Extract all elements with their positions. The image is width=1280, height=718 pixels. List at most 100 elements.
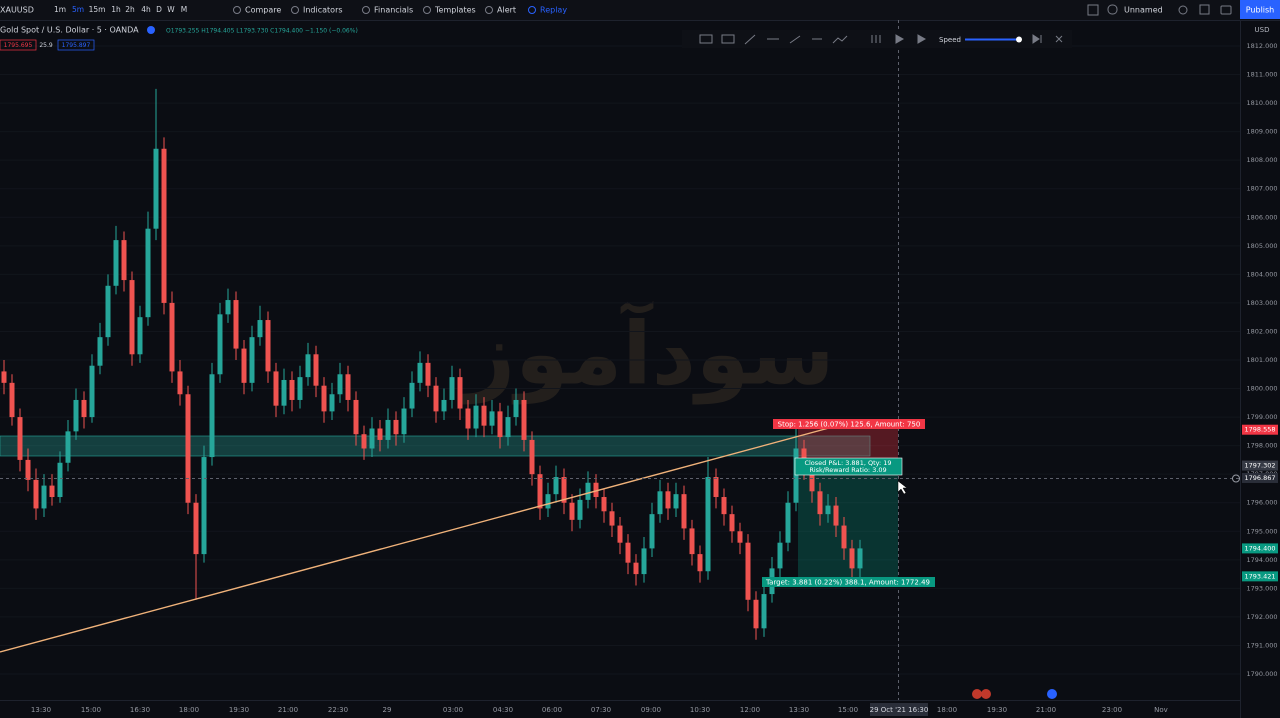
price-label: 1810.000 — [1246, 99, 1277, 107]
time-label: 29 — [383, 706, 392, 714]
candle-body — [73, 399, 79, 432]
interval-button[interactable]: D — [156, 5, 162, 14]
interval-button[interactable]: M — [181, 5, 187, 14]
sell-price: 1795.695 — [4, 42, 33, 49]
price-tag — [1242, 424, 1278, 435]
time-label: 10:30 — [690, 706, 710, 714]
candle-body — [25, 459, 31, 480]
time-label: 22:30 — [328, 706, 348, 714]
price-label: 1809.000 — [1246, 128, 1277, 136]
candle-body — [113, 240, 119, 286]
price-label: 1796.000 — [1246, 499, 1277, 507]
candle-body — [849, 548, 855, 569]
candle-body — [17, 417, 23, 460]
candle-body — [833, 505, 839, 526]
candle-body — [809, 468, 815, 492]
price-tag — [1242, 543, 1278, 554]
price-label: 1806.000 — [1246, 213, 1277, 221]
settings-icon[interactable] — [1178, 5, 1188, 15]
price-tag-label: 1794.400 — [1244, 544, 1275, 552]
trend-line[interactable] — [0, 424, 841, 653]
price-label: 1798.000 — [1246, 442, 1277, 450]
time-label: 19:30 — [229, 706, 249, 714]
price-label: 1805.000 — [1246, 242, 1277, 250]
price-axis: 1812.000 1811.000 1810.000 1809.000 1808.000… — [1232, 42, 1278, 678]
event-icon[interactable] — [1047, 689, 1057, 699]
price-label: 1807.000 — [1246, 185, 1277, 193]
price-label: 1794.000 — [1246, 556, 1277, 564]
candle-body — [225, 300, 231, 315]
stop-label-box — [773, 419, 925, 429]
support-zone[interactable] — [0, 435, 871, 457]
price-label: 1800.000 — [1246, 385, 1277, 393]
legend-icon — [147, 26, 155, 34]
candle-body — [161, 148, 167, 303]
candle-body — [129, 280, 135, 355]
time-label: 21:00 — [278, 706, 298, 714]
snapshot-icon[interactable] — [1220, 5, 1232, 15]
price-tag — [1242, 571, 1278, 582]
candle-body — [785, 502, 791, 543]
layout-name[interactable]: Unnamed — [1124, 6, 1163, 15]
candle-body — [793, 448, 799, 503]
event-icon[interactable] — [972, 689, 982, 699]
toolbar-button[interactable]: Financials — [374, 6, 413, 15]
time-label: 13:30 — [789, 706, 809, 714]
candle-body — [361, 434, 367, 449]
crosshair-plus[interactable] — [1232, 474, 1240, 483]
candle-body — [457, 377, 463, 409]
candle-body — [281, 379, 287, 406]
candle-body — [689, 528, 695, 555]
buy-box[interactable] — [57, 39, 95, 51]
candle-body — [257, 320, 263, 338]
candle-body — [737, 531, 743, 543]
replay-end-controls[interactable] — [1032, 34, 1063, 44]
interval-button[interactable]: 1m — [54, 5, 66, 14]
stop-zone[interactable] — [798, 429, 898, 458]
toolbar-button[interactable]: Templates — [434, 6, 476, 15]
time-label: 13:30 — [31, 706, 51, 714]
candle-body — [289, 379, 295, 400]
button-icon — [233, 6, 241, 14]
candle-body — [353, 399, 359, 435]
interval-button[interactable]: 1h — [111, 5, 121, 14]
interval-button[interactable]: 5m — [72, 5, 84, 14]
interval-button[interactable]: 15m — [89, 5, 106, 14]
replay-controls[interactable] — [871, 34, 927, 44]
drawing-tools[interactable] — [699, 34, 848, 45]
time-label: 15:00 — [81, 706, 101, 714]
candle-body — [577, 499, 583, 520]
toolbar-button[interactable]: Replay — [540, 6, 567, 15]
event-icon[interactable] — [981, 689, 991, 699]
publish-button[interactable] — [1240, 0, 1280, 19]
interval-button[interactable]: 4h — [141, 5, 151, 14]
toolbar-button[interactable]: Indicators — [303, 6, 343, 15]
candle-body — [193, 502, 199, 555]
candle-body — [177, 371, 183, 395]
buy-price: 1795.897 — [62, 42, 91, 49]
price-label: 1808.000 — [1246, 156, 1277, 164]
candle-body — [761, 594, 767, 629]
expand-icon[interactable] — [1199, 4, 1210, 15]
currency-label[interactable]: USD — [1255, 26, 1270, 34]
sell-box[interactable] — [0, 39, 37, 51]
price-label: 1803.000 — [1246, 299, 1277, 307]
interval-button[interactable]: 2h — [125, 5, 135, 14]
candle-body — [753, 599, 759, 629]
candle-body — [137, 317, 143, 355]
toolbar-button[interactable]: Alert — [497, 6, 516, 15]
fullscreen-icon[interactable] — [1087, 4, 1099, 16]
button-icon — [362, 6, 370, 14]
interval-button[interactable]: W — [167, 5, 175, 14]
candle-body — [465, 408, 471, 429]
speed-handle[interactable] — [1016, 36, 1022, 43]
candle-body — [505, 417, 511, 438]
candle-body — [201, 457, 207, 555]
time-cursor-label: 29 Oct '21 16:30 — [870, 706, 929, 714]
time-label: 19:30 — [987, 706, 1007, 714]
symbol[interactable]: XAUUSD — [0, 6, 34, 15]
toolbar-button[interactable]: Compare — [245, 6, 281, 15]
candle-body — [489, 411, 495, 426]
price-label: 1801.000 — [1246, 356, 1277, 364]
